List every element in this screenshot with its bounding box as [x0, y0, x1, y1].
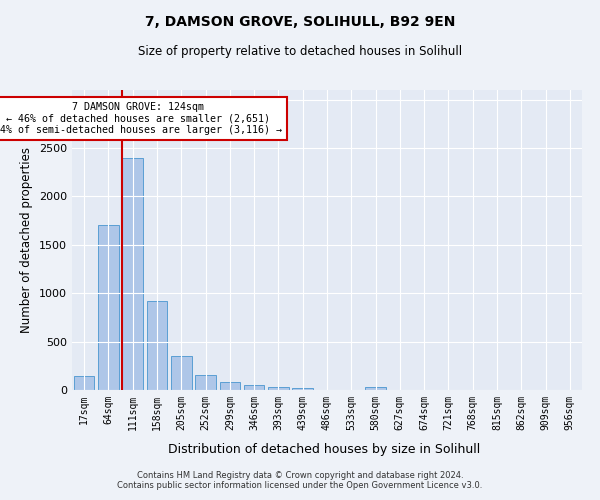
Bar	[122, 158, 143, 390]
Bar	[74, 376, 94, 390]
Bar	[268, 386, 289, 390]
Text: 7 DAMSON GROVE: 124sqm
← 46% of detached houses are smaller (2,651)
54% of semi-: 7 DAMSON GROVE: 124sqm ← 46% of detached…	[0, 102, 281, 135]
Y-axis label: Number of detached properties: Number of detached properties	[20, 147, 34, 333]
Bar	[292, 388, 313, 390]
Bar	[220, 382, 240, 390]
Bar	[365, 387, 386, 390]
Bar	[146, 301, 167, 390]
Bar	[195, 374, 216, 390]
Text: Size of property relative to detached houses in Solihull: Size of property relative to detached ho…	[138, 45, 462, 58]
Text: 7, DAMSON GROVE, SOLIHULL, B92 9EN: 7, DAMSON GROVE, SOLIHULL, B92 9EN	[145, 15, 455, 29]
Text: Contains public sector information licensed under the Open Government Licence v3: Contains public sector information licen…	[118, 481, 482, 490]
Text: Contains HM Land Registry data © Crown copyright and database right 2024.: Contains HM Land Registry data © Crown c…	[137, 471, 463, 480]
Bar	[171, 356, 191, 390]
Text: Distribution of detached houses by size in Solihull: Distribution of detached houses by size …	[168, 442, 480, 456]
Bar	[244, 385, 265, 390]
Bar	[98, 226, 119, 390]
